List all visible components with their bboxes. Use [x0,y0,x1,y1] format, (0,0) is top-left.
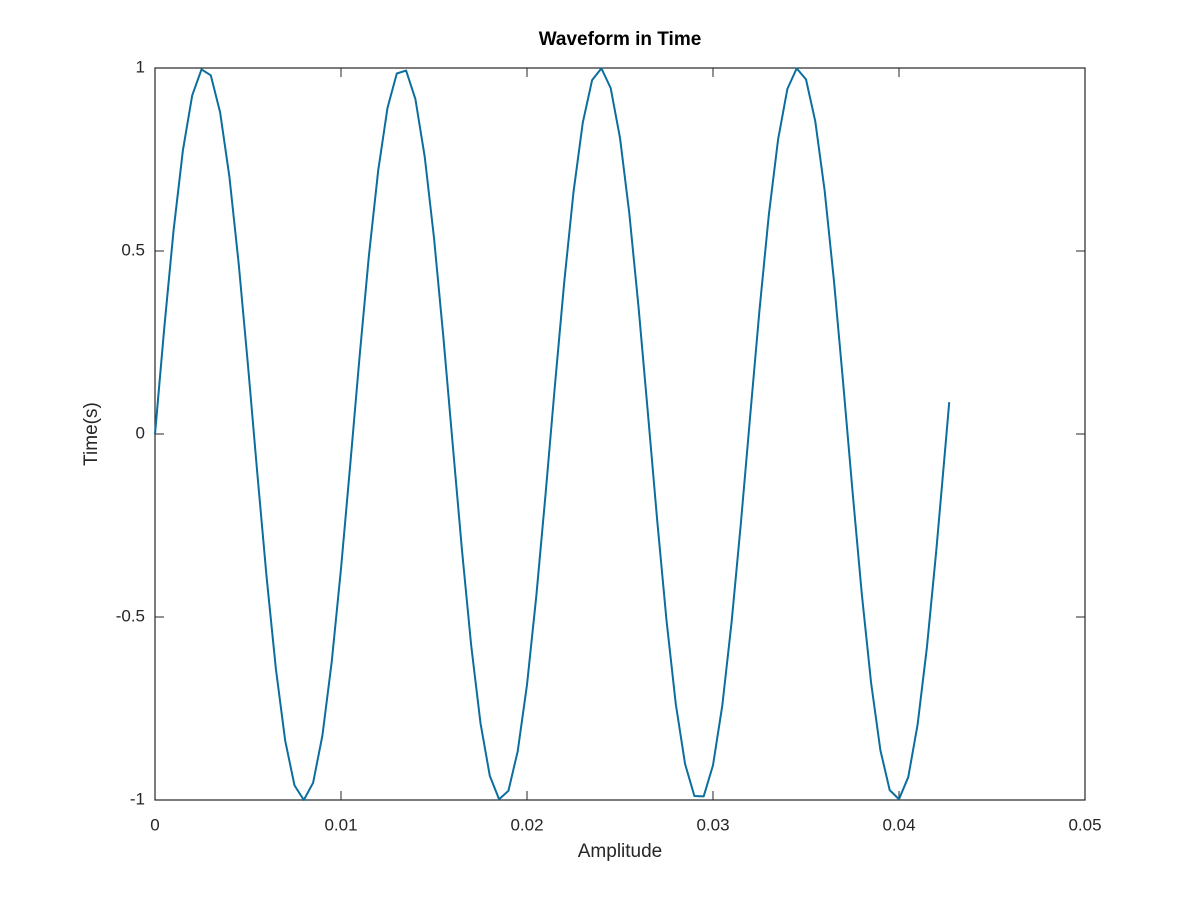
x-tick-label: 0.05 [1068,815,1101,834]
x-tick-label: 0 [150,815,159,834]
x-tick-label: 0.01 [324,815,357,834]
x-tick-label: 0.04 [882,815,915,834]
y-tick-label: -1 [130,789,145,808]
line-series [154,67,951,801]
y-tick-label: -0.5 [116,606,145,625]
x-tick-label: 0.03 [696,815,729,834]
y-tick-label: 1 [136,57,145,76]
y-tick-label: 0.5 [121,240,145,259]
x-axis-label: Amplitude [578,841,663,862]
y-axis-label: Time(s) [81,402,102,466]
chart-title: Waveform in Time [539,29,702,50]
x-tick-label: 0.02 [510,815,543,834]
y-tick-label: 0 [136,423,145,442]
